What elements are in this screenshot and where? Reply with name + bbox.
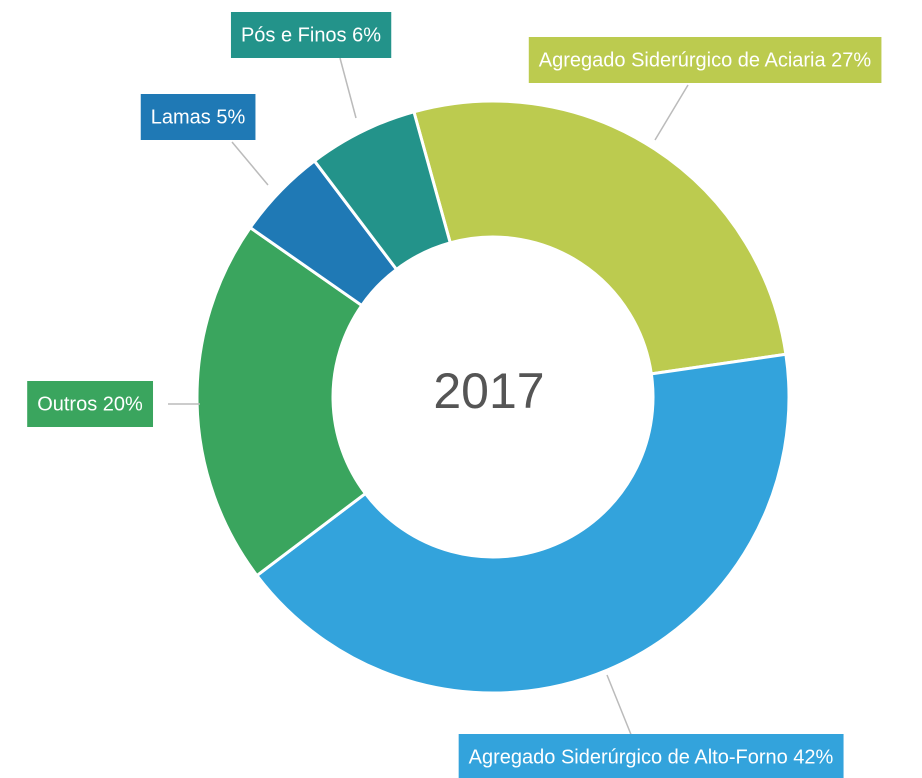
label-box <box>230 12 392 58</box>
leader-line <box>339 57 357 119</box>
leader-line <box>654 84 689 141</box>
leader-line <box>606 674 633 738</box>
donut-slice <box>312 109 453 272</box>
donut-slice <box>254 352 791 695</box>
donut-slice <box>412 99 788 376</box>
slice-label: Outros 20% <box>37 393 143 415</box>
slice-label: Agregado Siderúrgico de Alto-Forno 42% <box>469 746 834 768</box>
center-label: 2017 <box>433 363 544 419</box>
slice-label: Agregado Siderúrgico de Aciaria 27% <box>539 49 872 71</box>
label-box <box>27 381 154 427</box>
leader-line <box>231 141 269 186</box>
donut-slice <box>195 225 368 578</box>
label-box <box>528 37 882 83</box>
label-box <box>140 94 256 140</box>
slice-label: Lamas 5% <box>151 106 246 128</box>
label-box <box>458 734 844 778</box>
slice-label: Pós e Finos 6% <box>241 24 381 46</box>
